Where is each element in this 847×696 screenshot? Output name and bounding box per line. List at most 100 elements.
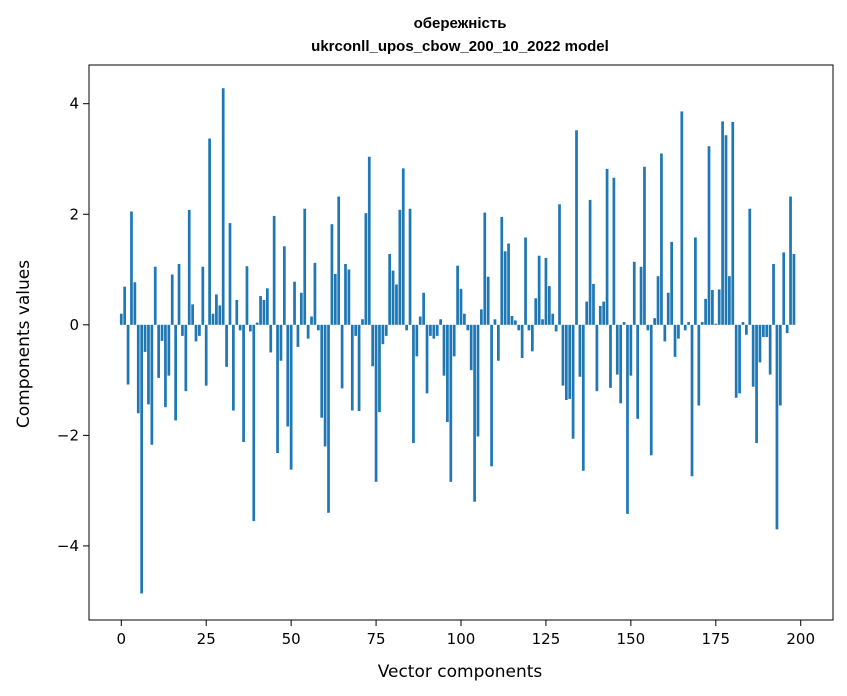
bar	[194, 324, 198, 342]
bar	[517, 324, 521, 331]
bar	[381, 324, 385, 345]
bar	[694, 237, 697, 325]
bar	[269, 324, 273, 353]
bar	[724, 135, 728, 325]
y-axis-label: Components values	[14, 260, 34, 428]
bar	[789, 196, 792, 325]
bar	[643, 166, 646, 325]
bar	[126, 324, 130, 385]
bar	[150, 324, 154, 445]
bar	[483, 212, 487, 325]
bar	[296, 324, 300, 347]
bar	[622, 322, 626, 325]
bar	[201, 266, 205, 325]
bar	[731, 121, 735, 325]
y-tick-label: −4	[57, 537, 79, 555]
bar	[174, 324, 177, 421]
bar	[510, 315, 514, 325]
y-tick-label: 0	[69, 316, 79, 334]
bar	[755, 324, 758, 444]
bar	[602, 301, 606, 325]
bar	[751, 324, 755, 387]
bar	[299, 292, 303, 325]
bar	[255, 322, 259, 325]
bar	[728, 276, 731, 325]
bar	[160, 324, 164, 341]
x-tick-label: 175	[701, 630, 730, 648]
bar	[272, 215, 276, 325]
x-tick-label: 150	[617, 630, 646, 648]
bar	[677, 324, 680, 339]
bar	[384, 324, 388, 336]
bar	[690, 324, 694, 477]
bar	[544, 257, 548, 325]
bar	[354, 324, 358, 336]
bar	[429, 324, 432, 336]
bar	[500, 217, 504, 325]
bar	[238, 324, 242, 331]
bar	[157, 324, 160, 378]
bar	[568, 324, 572, 399]
bar	[119, 313, 123, 325]
plot-frame	[88, 64, 834, 621]
bar	[259, 296, 262, 325]
y-tick-label: −2	[57, 426, 79, 444]
x-tick-label: 75	[367, 630, 386, 648]
bar	[316, 324, 320, 331]
bar	[592, 283, 595, 325]
bar	[537, 255, 541, 325]
bar	[367, 156, 371, 325]
bar	[561, 324, 565, 386]
bar	[330, 224, 334, 325]
x-tick-label: 0	[117, 630, 127, 648]
bar	[388, 254, 392, 325]
bar	[497, 324, 500, 361]
bar	[738, 324, 741, 394]
x-tick-label: 100	[447, 630, 476, 648]
bar	[340, 324, 344, 389]
bar	[493, 319, 497, 325]
bar	[571, 324, 575, 439]
bar	[785, 324, 789, 334]
bar	[418, 316, 422, 325]
bar	[412, 324, 415, 444]
bar	[221, 88, 225, 325]
y-tick-label: 2	[69, 205, 79, 223]
bar	[717, 289, 721, 325]
bar	[588, 199, 592, 325]
bar	[711, 289, 714, 325]
bar	[391, 270, 395, 325]
bar	[772, 264, 775, 325]
bar	[327, 324, 330, 513]
bar	[147, 324, 150, 405]
bar	[184, 324, 188, 392]
bar	[140, 324, 144, 594]
bar	[700, 322, 704, 325]
bar	[378, 324, 381, 413]
bar	[656, 276, 660, 325]
bar	[575, 130, 578, 325]
bar	[415, 324, 419, 357]
bar	[762, 324, 765, 337]
bar	[456, 265, 459, 325]
bar	[123, 286, 127, 325]
bar	[439, 319, 442, 325]
bar	[422, 292, 425, 325]
bar	[279, 324, 283, 361]
bar	[232, 324, 235, 411]
bar	[405, 324, 408, 331]
bar	[595, 324, 599, 392]
bar	[534, 298, 538, 325]
bar	[218, 305, 222, 325]
bar	[337, 196, 341, 325]
x-axis-ticks: 0 25 50 75 100 125 150 175 200	[117, 620, 815, 648]
bar	[632, 261, 636, 325]
bar	[452, 324, 456, 357]
bar	[554, 324, 558, 332]
bar	[374, 324, 378, 482]
bar	[177, 264, 181, 325]
bar	[758, 324, 762, 363]
bar	[313, 262, 317, 325]
bar	[289, 324, 293, 470]
bar	[446, 324, 449, 423]
